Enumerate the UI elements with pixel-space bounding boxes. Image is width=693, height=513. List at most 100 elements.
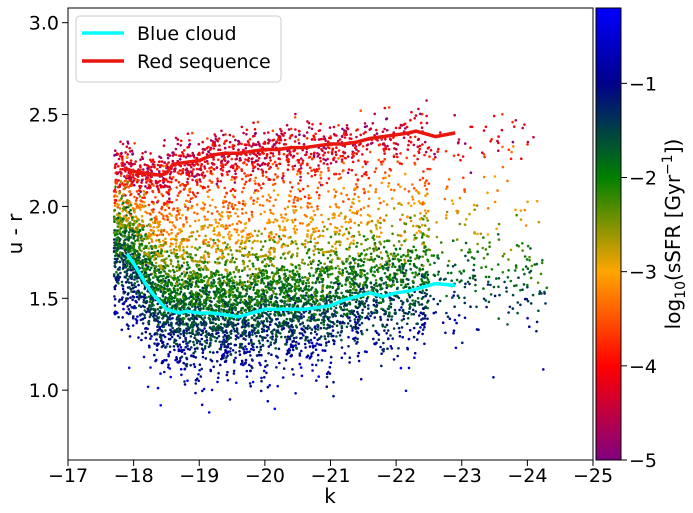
- data-point: [195, 339, 199, 343]
- data-point: [129, 310, 132, 314]
- data-point: [215, 248, 218, 251]
- data-point: [246, 285, 250, 288]
- data-point: [241, 281, 244, 285]
- data-point: [129, 214, 133, 217]
- data-point: [251, 162, 254, 166]
- data-point: [289, 325, 293, 328]
- data-point: [272, 143, 276, 146]
- data-point: [147, 344, 151, 348]
- data-point: [294, 240, 297, 243]
- data-point: [189, 324, 193, 327]
- data-point: [144, 246, 148, 249]
- data-point: [186, 263, 190, 267]
- data-point: [129, 178, 133, 181]
- data-point: [147, 295, 151, 299]
- data-point: [235, 230, 239, 234]
- data-point: [235, 241, 239, 244]
- data-point: [170, 291, 174, 294]
- data-point: [233, 275, 237, 279]
- data-point: [170, 321, 173, 325]
- data-point: [199, 289, 202, 292]
- data-point: [234, 343, 238, 347]
- data-point: [159, 404, 162, 407]
- data-point: [215, 305, 218, 308]
- data-point: [276, 312, 280, 315]
- data-point: [235, 249, 239, 253]
- data-point: [360, 242, 363, 246]
- data-point: [185, 251, 189, 255]
- data-point: [233, 284, 236, 288]
- data-point: [185, 220, 189, 224]
- data-point: [162, 214, 165, 218]
- data-point: [275, 366, 278, 369]
- data-point: [206, 298, 209, 301]
- data-point: [268, 156, 272, 159]
- data-point: [209, 304, 213, 308]
- data-point: [276, 241, 279, 245]
- data-point: [248, 331, 251, 334]
- data-point: [141, 220, 145, 223]
- data-point: [305, 251, 309, 255]
- data-point: [168, 172, 172, 176]
- data-point: [245, 375, 249, 379]
- data-point: [208, 290, 211, 294]
- data-point: [216, 350, 219, 354]
- data-point: [353, 221, 357, 225]
- data-point: [167, 323, 171, 327]
- data-point: [291, 368, 294, 371]
- data-point: [150, 261, 154, 265]
- data-point: [200, 260, 204, 264]
- data-point: [280, 129, 283, 133]
- data-point: [237, 282, 240, 285]
- data-point: [203, 344, 207, 348]
- data-point: [293, 301, 297, 305]
- data-point: [121, 316, 124, 319]
- data-point: [135, 295, 139, 299]
- data-point: [190, 259, 194, 262]
- data-point: [116, 273, 120, 276]
- data-point: [171, 276, 174, 280]
- data-point: [201, 140, 204, 144]
- data-point: [228, 278, 231, 281]
- data-point: [162, 279, 165, 283]
- data-point: [246, 173, 249, 177]
- data-point: [278, 228, 282, 231]
- data-point: [239, 344, 242, 347]
- data-point: [165, 345, 168, 348]
- data-point: [232, 135, 235, 138]
- data-point: [358, 233, 361, 236]
- data-point: [140, 332, 144, 335]
- data-point: [328, 205, 332, 209]
- data-point: [170, 324, 173, 328]
- data-point: [302, 334, 305, 337]
- data-point: [162, 325, 166, 329]
- data-point: [223, 142, 226, 145]
- data-point: [267, 283, 270, 286]
- data-point: [285, 268, 289, 272]
- data-point: [258, 313, 261, 316]
- data-point: [154, 318, 158, 322]
- data-point: [269, 297, 273, 301]
- data-point: [247, 318, 250, 322]
- data-point: [174, 245, 178, 248]
- data-point: [145, 211, 149, 215]
- data-point: [156, 308, 160, 311]
- data-point: [166, 342, 169, 346]
- data-point: [280, 299, 283, 302]
- data-point: [218, 347, 222, 351]
- data-point: [145, 268, 148, 271]
- data-point: [137, 218, 140, 221]
- data-point: [155, 269, 159, 273]
- data-point: [167, 311, 170, 315]
- data-point: [249, 197, 252, 200]
- data-point: [185, 364, 188, 368]
- data-point: [190, 245, 194, 249]
- data-point: [158, 155, 161, 158]
- data-point: [121, 287, 125, 291]
- data-point: [263, 276, 266, 280]
- data-point: [171, 154, 175, 157]
- data-point: [353, 320, 357, 324]
- data-point: [256, 234, 259, 237]
- data-point: [219, 345, 223, 349]
- data-point: [272, 220, 275, 224]
